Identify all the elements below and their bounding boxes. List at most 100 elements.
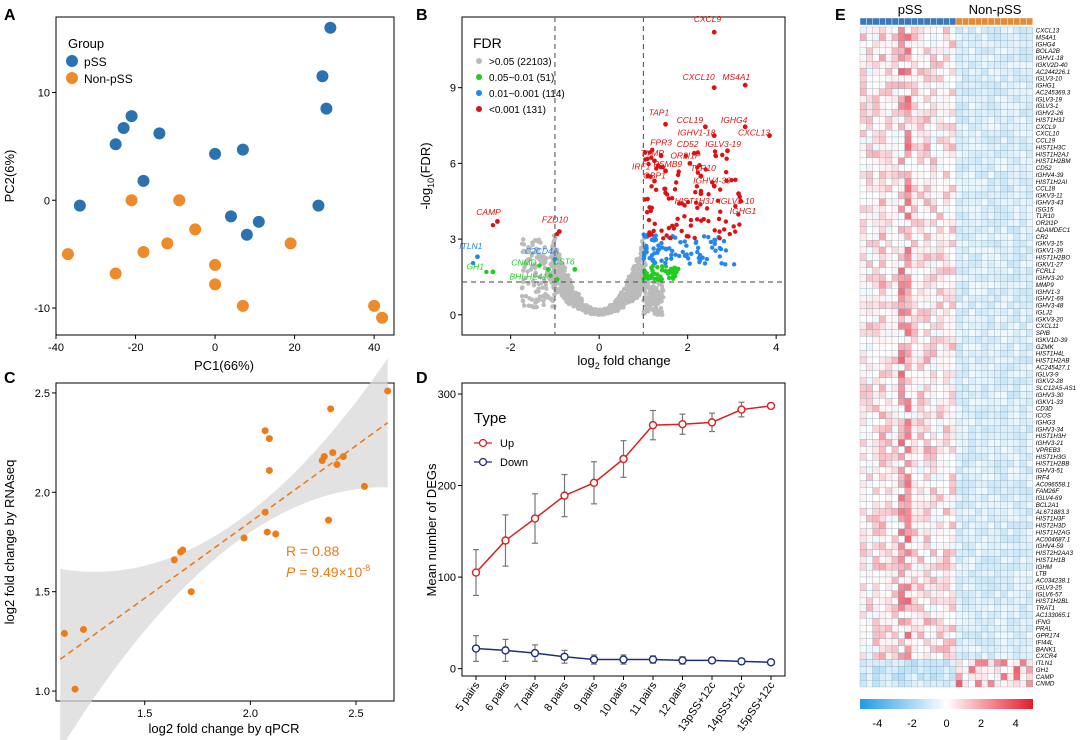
volcano-point-fdr-001 <box>709 245 715 250</box>
heatmap-cell <box>872 336 880 344</box>
heatmap-cell <box>885 680 893 688</box>
heatmap-cell <box>859 185 867 193</box>
heatmap-cell <box>904 246 912 254</box>
heatmap-cell <box>994 81 1001 89</box>
heatmap-cell <box>949 329 957 337</box>
heatmap-cell <box>1019 542 1027 550</box>
heatmap-cell <box>994 583 1001 591</box>
heatmap-cell <box>949 130 957 138</box>
heatmap-cell <box>911 301 918 309</box>
heatmap-cell <box>936 109 944 117</box>
heatmap-cell <box>962 102 969 110</box>
heatmap-cell <box>975 460 982 468</box>
heatmap-cell <box>981 40 989 48</box>
heatmap-cell <box>936 535 944 543</box>
correlation-point <box>79 625 87 633</box>
heatmap-gene-label: CD3D <box>1036 406 1053 413</box>
heatmap-cell <box>891 680 899 688</box>
deg-y-label: Mean number of DEGs <box>424 463 439 596</box>
heatmap-cell <box>923 95 931 103</box>
heatmap-cell <box>987 666 995 674</box>
heatmap-cell <box>891 164 899 172</box>
heatmap-cell <box>1007 535 1014 543</box>
pca-legend-pss-swatch <box>66 55 78 67</box>
heatmap-cell <box>1000 576 1008 584</box>
heatmap-cell <box>975 666 982 674</box>
heatmap-cell <box>987 157 995 165</box>
heatmap-cell <box>994 329 1001 337</box>
volcano-point-ns <box>543 259 548 265</box>
volcano-point-ns <box>600 309 605 315</box>
heatmap-cell <box>891 604 899 612</box>
heatmap-cell <box>1000 54 1008 62</box>
heatmap-cell <box>1019 356 1027 364</box>
heatmap-cell <box>949 88 957 96</box>
heatmap-cell <box>955 418 963 426</box>
heatmap-cell <box>911 631 918 639</box>
heatmap-cell <box>987 164 995 172</box>
heatmap-cell <box>1013 185 1021 193</box>
heatmap-cell <box>1013 75 1021 83</box>
heatmap-cell <box>885 301 893 309</box>
heatmap-cell <box>898 54 905 62</box>
heatmap-cell <box>962 75 969 83</box>
heatmap-cell <box>981 185 989 193</box>
heatmap-cell <box>923 563 931 571</box>
heatmap-cell <box>994 260 1001 268</box>
heatmap-cell <box>975 143 982 151</box>
heatmap-cell <box>879 81 886 89</box>
heatmap-cell <box>975 625 982 633</box>
heatmap-cell <box>866 233 873 241</box>
heatmap-cell <box>930 535 937 543</box>
heatmap-cell <box>866 322 873 330</box>
heatmap-cell <box>1013 308 1021 316</box>
heatmap-cell <box>936 95 944 103</box>
heatmap-cell <box>923 205 931 213</box>
heatmap-cell <box>930 480 937 488</box>
heatmap-cell <box>1000 253 1008 261</box>
heatmap-cell <box>943 652 950 660</box>
heatmap-cell <box>1000 418 1008 426</box>
heatmap-cell <box>968 240 976 248</box>
volcano-point-fdr-0001 <box>651 228 656 234</box>
volcano-point-fdr-001 <box>700 255 705 260</box>
heatmap-cell <box>943 95 950 103</box>
heatmap-cell <box>1026 123 1033 131</box>
deg-point-down <box>707 656 717 665</box>
volcano-point-ns <box>568 282 574 288</box>
heatmap-cell <box>943 116 950 124</box>
volcano-point-ns <box>574 294 580 300</box>
heatmap-cell <box>936 391 944 399</box>
heatmap-cell <box>975 570 982 578</box>
heatmap-cell <box>949 308 957 316</box>
heatmap-cell <box>962 556 969 564</box>
heatmap-cell <box>866 411 873 419</box>
heatmap-cell <box>885 102 893 110</box>
heatmap-cell <box>1013 473 1021 481</box>
volcano-point-fdr-001 <box>706 234 711 240</box>
heatmap-cell <box>962 157 969 165</box>
heatmap-cell <box>911 157 918 165</box>
heatmap-cell <box>911 425 918 433</box>
heatmap-cell <box>968 81 976 89</box>
heatmap-cell <box>859 315 867 323</box>
heatmap-cell <box>930 26 937 34</box>
heatmap-cell <box>936 425 944 433</box>
heatmap-cell <box>943 680 950 688</box>
heatmap-cell <box>1007 301 1014 309</box>
heatmap-cell <box>859 631 867 639</box>
heatmap-cell <box>968 246 976 254</box>
heatmap-cell <box>872 570 880 578</box>
heatmap-cell <box>962 453 969 461</box>
heatmap-gene-label: IGHV3-21 <box>1036 440 1064 447</box>
heatmap-cell <box>1019 570 1027 578</box>
panel-letter-b: B <box>416 7 428 24</box>
volcano-gene-label: CD52 <box>677 139 699 149</box>
volcano-gene-label: GH1 <box>467 261 485 271</box>
heatmap-cell <box>917 377 925 385</box>
heatmap-cell <box>917 625 925 633</box>
heatmap-cell <box>859 68 867 76</box>
heatmap-cell <box>1026 212 1033 220</box>
heatmap-cell <box>936 405 944 413</box>
heatmap-gene-label: IGHV3-34 <box>1036 426 1064 433</box>
